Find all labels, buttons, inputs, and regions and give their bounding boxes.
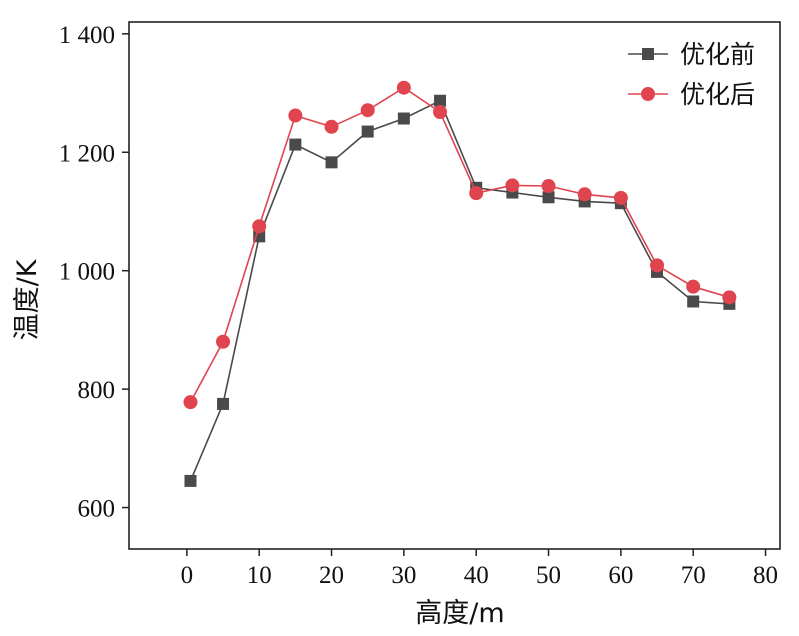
- data-point-circle: [433, 105, 448, 120]
- x-axis-ticks: 0 10 20 30 40 50 60 70 80: [181, 549, 778, 589]
- data-point-square: [397, 112, 410, 125]
- data-point-circle: [686, 279, 701, 294]
- x-tick-label: 80: [753, 562, 778, 589]
- data-point-circle: [183, 395, 198, 410]
- data-point-circle: [469, 186, 484, 201]
- data-point-circle: [577, 187, 592, 202]
- x-tick-label: 50: [536, 562, 561, 589]
- series-after: [183, 80, 737, 410]
- y-tick-label: 1 400: [59, 22, 115, 49]
- legend-label-before: 优化前: [680, 40, 755, 69]
- x-tick-label: 60: [608, 562, 633, 589]
- series-line: [189, 86, 730, 403]
- data-point-circle: [324, 119, 339, 134]
- y-tick-label: 1 200: [59, 140, 115, 167]
- x-tick-label: 70: [681, 562, 706, 589]
- data-point-circle: [288, 108, 303, 123]
- legend-label-after: 优化后: [680, 80, 755, 109]
- data-point-circle: [505, 178, 520, 193]
- data-point-circle: [722, 290, 737, 305]
- y-tick-label: 1 000: [59, 259, 115, 286]
- plot-border: [128, 21, 781, 550]
- data-point-circle: [252, 219, 267, 234]
- y-axis-ticks: 600 800 1 000 1 200 1 400: [59, 22, 129, 523]
- data-point-square: [434, 94, 447, 107]
- data-point-circle: [360, 103, 375, 118]
- x-tick-label: 10: [247, 562, 272, 589]
- y-tick-label: 800: [78, 377, 116, 404]
- data-point-square: [325, 156, 338, 169]
- legend: 优化前 优化后: [628, 40, 755, 109]
- series-line: [189, 99, 730, 482]
- data-point-circle: [396, 80, 411, 95]
- data-point-square: [542, 191, 555, 204]
- series-layer: [183, 80, 737, 487]
- data-point-square: [361, 125, 374, 138]
- data-point-circle: [613, 190, 628, 205]
- data-point-circle: [650, 258, 665, 273]
- data-point-square: [289, 138, 302, 151]
- data-point-square: [217, 397, 230, 410]
- data-point-circle: [216, 334, 231, 349]
- series-before: [184, 94, 736, 487]
- data-point-square: [184, 474, 197, 487]
- y-tick-label: 600: [78, 496, 116, 523]
- legend-marker-circle: [641, 87, 655, 101]
- data-point-square: [687, 295, 700, 308]
- x-tick-label: 0: [181, 562, 194, 589]
- x-tick-label: 40: [464, 562, 489, 589]
- x-tick-label: 30: [391, 562, 416, 589]
- legend-marker-square: [642, 48, 654, 60]
- data-point-circle: [541, 179, 556, 194]
- x-axis-title: 高度/m: [415, 598, 504, 629]
- plot-frame: [128, 21, 781, 550]
- x-tick-label: 20: [319, 562, 344, 589]
- y-axis-title: 温度/K: [12, 258, 43, 340]
